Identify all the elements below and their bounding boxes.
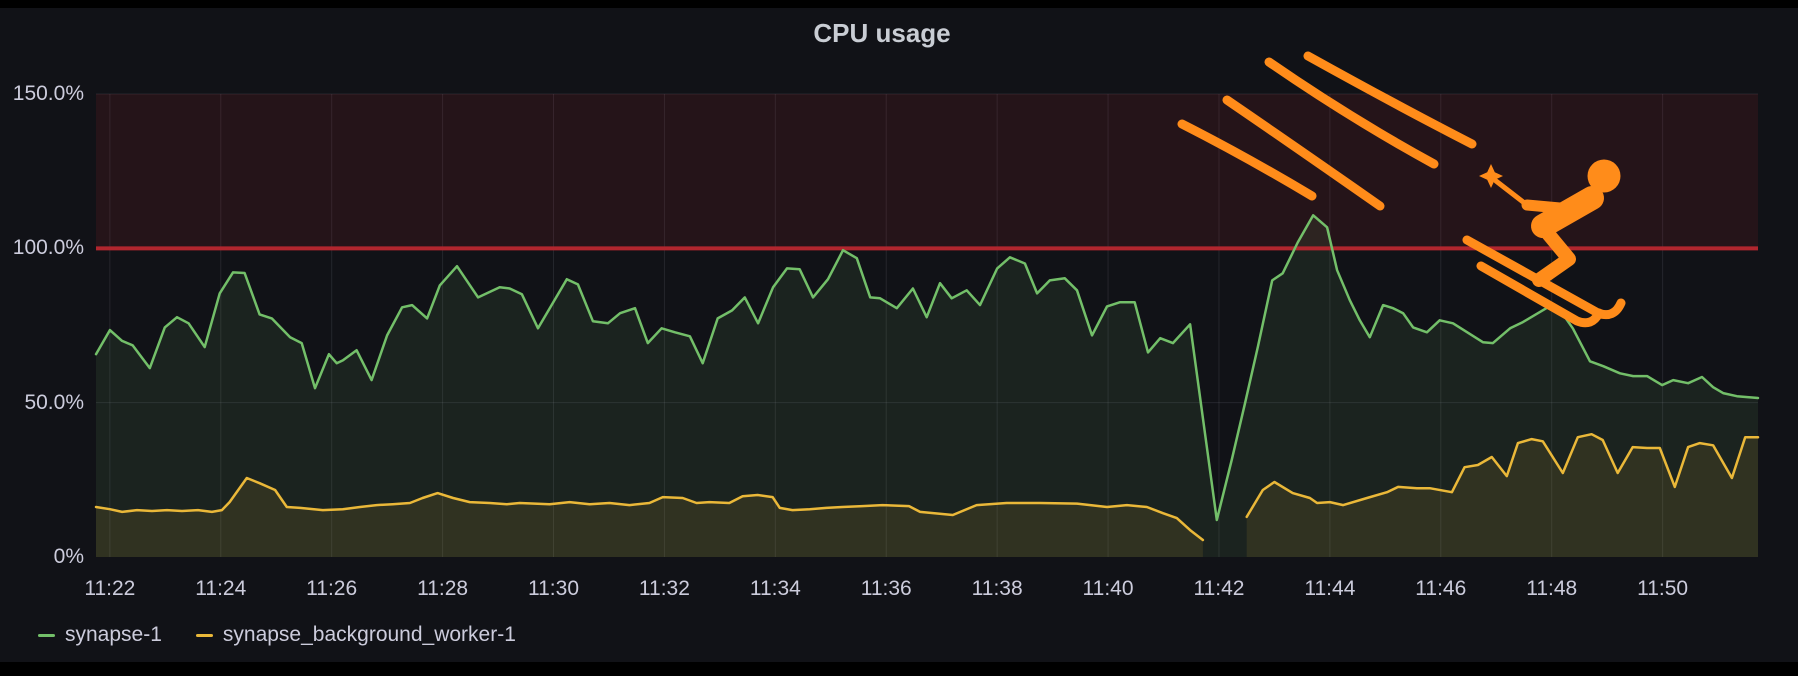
- speed-line-icon: [1222, 95, 1385, 211]
- y-tick-label: 100.0%: [12, 236, 84, 260]
- x-tick-label: 11:44: [1304, 577, 1356, 600]
- series-color-dash-icon: [38, 633, 55, 637]
- panel-title: CPU usage: [813, 18, 951, 48]
- x-tick-label: 11:24: [195, 577, 247, 600]
- x-tick-label: 11:42: [1193, 577, 1245, 600]
- legend-item-synapse-1[interactable]: synapse-1: [38, 623, 162, 647]
- series-line-synapse_background_worker-1: [94, 476, 1205, 542]
- speed-line-icon: [1303, 51, 1477, 149]
- legend: synapse-1 synapse_background_worker-1: [38, 623, 516, 647]
- series-color-dash-icon: [195, 633, 213, 637]
- x-tick-label: 11:46: [1415, 577, 1467, 600]
- x-tick-label: 11:38: [971, 577, 1023, 600]
- x-tick-label: 11:36: [860, 577, 912, 600]
- speed-line-icon: [1264, 57, 1439, 169]
- series-area-synapse_background_worker-1: [96, 478, 1203, 557]
- skier-illustration: [1177, 51, 1626, 328]
- legend-label: synapse_background_worker-1: [222, 623, 516, 646]
- x-tick-label: 11:26: [306, 577, 358, 600]
- y-tick-label: 0%: [53, 545, 84, 568]
- series-area-synapse-1: [96, 215, 1758, 558]
- x-tick-label: 11:28: [417, 577, 469, 600]
- legend-item-synapse-background-worker-1[interactable]: synapse_background_worker-1: [195, 623, 516, 647]
- speed-line-icon: [1177, 119, 1317, 201]
- x-tick-label: 11:22: [84, 577, 136, 600]
- skier-icon: [1462, 159, 1626, 328]
- x-tick-label: 11:34: [749, 577, 801, 600]
- threshold-region: [96, 94, 1758, 249]
- x-tick-label: 11:40: [1082, 577, 1134, 600]
- series-line-synapse_background_worker-1: [1245, 432, 1760, 519]
- series-area-synapse_background_worker-1: [1246, 434, 1758, 557]
- y-tick-label: 150.0%: [12, 82, 84, 105]
- x-tick-label: 11:48: [1526, 577, 1578, 600]
- legend-label: synapse-1: [65, 623, 162, 646]
- x-tick-label: 11:32: [638, 577, 690, 600]
- panel-background: [0, 8, 1798, 662]
- x-tick-label: 11:50: [1637, 577, 1689, 600]
- x-tick-label: 11:30: [528, 577, 579, 600]
- y-tick-label: 50.0%: [24, 390, 84, 414]
- series-line-synapse-1: [94, 214, 1760, 522]
